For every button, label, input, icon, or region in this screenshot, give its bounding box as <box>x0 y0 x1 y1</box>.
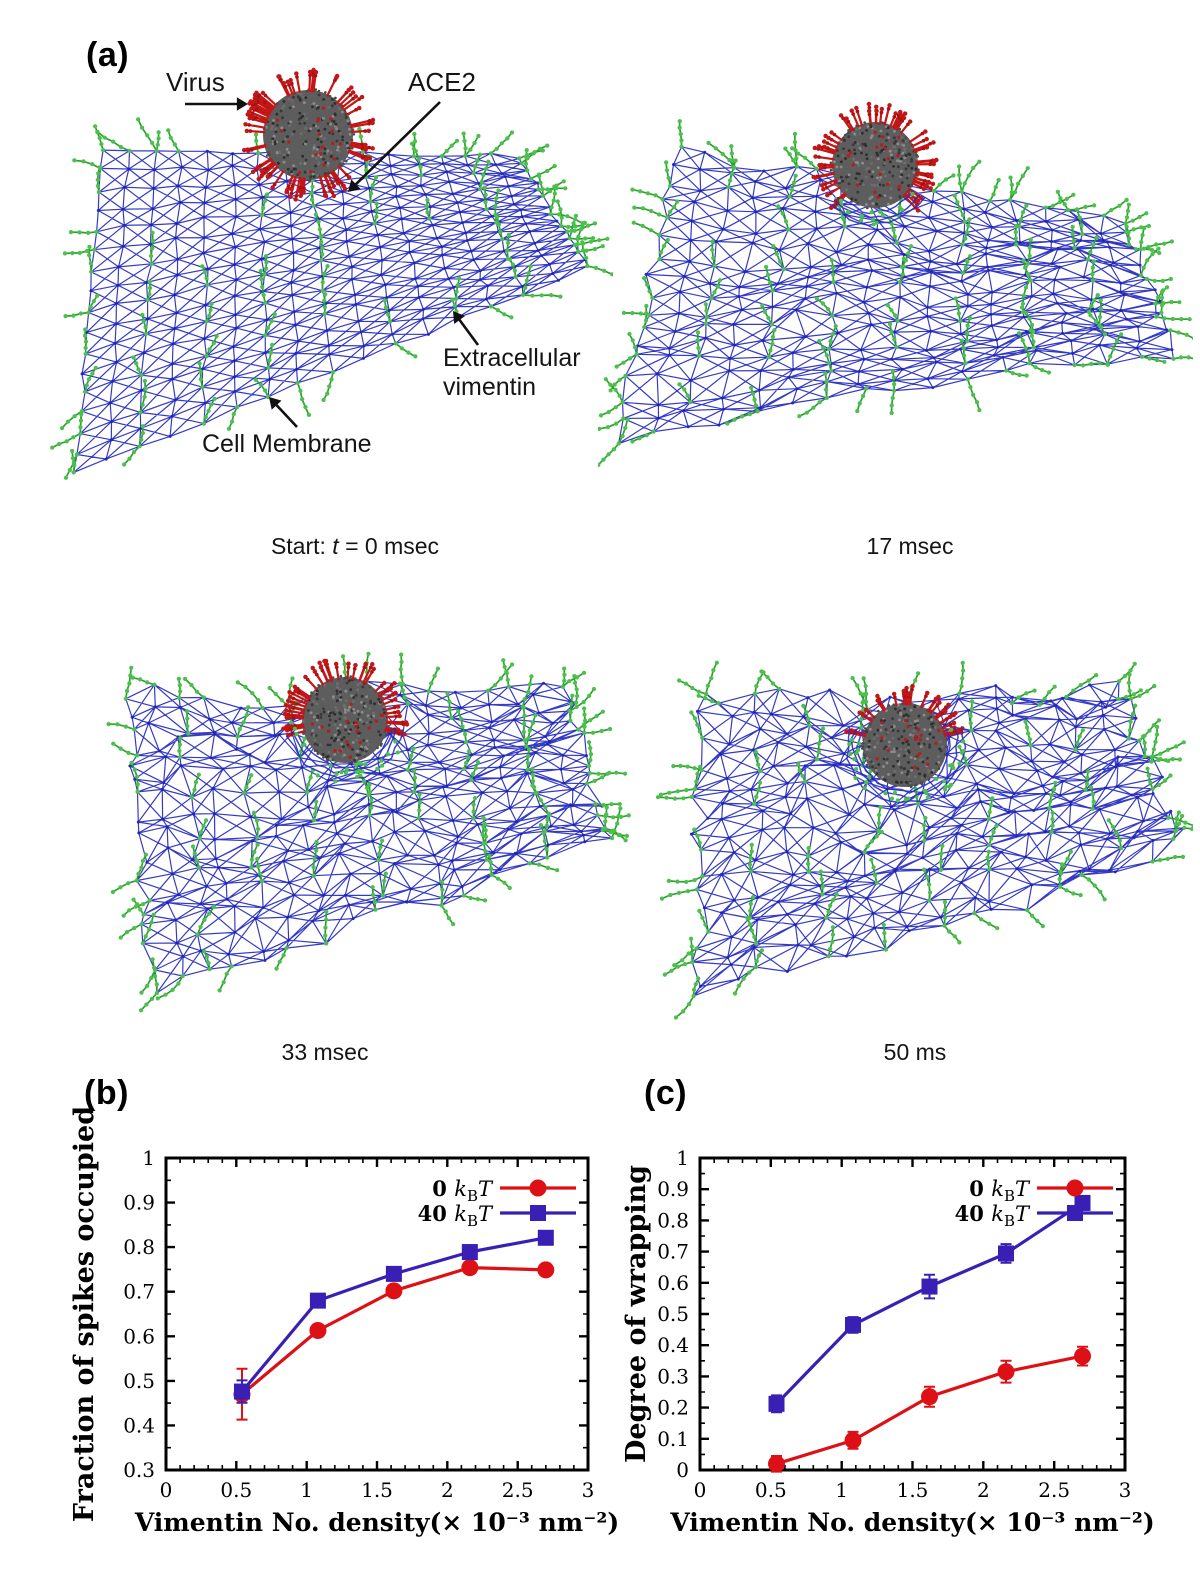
plot-frame <box>698 1156 1127 1472</box>
x-axis-label: Vimentin No. density(× 10⁻³ nm⁻²) <box>134 1508 619 1537</box>
svg-text:2.5: 2.5 <box>1038 1478 1070 1502</box>
svg-text:0.5: 0.5 <box>220 1478 252 1502</box>
tick-labels: 0 0.5 1 1.5 2 2.5 3 0.3 0.4 0.5 0.6 0.7 0.8 0.9 1 <box>123 1146 594 1502</box>
snapshot-caption-33ms: 33 msec <box>281 1039 369 1065</box>
extracellular-vimentin-annotation-label: Extracellular vimentin <box>443 344 581 401</box>
simulation-snapshot-33ms <box>106 651 631 1013</box>
plot-frame <box>164 1156 590 1472</box>
svg-text:3: 3 <box>582 1478 595 1502</box>
series-0-kbt <box>233 1259 555 1421</box>
snapshot-caption-t0: Start: t = 0 msec <box>270 533 440 559</box>
snapshot-caption-50ms: 50 ms <box>883 1039 947 1065</box>
series-0-kbt <box>768 1345 1091 1473</box>
svg-text:0.9: 0.9 <box>123 1191 155 1215</box>
ace2-arrow <box>348 101 441 192</box>
legend-entry-label: 40 kBT <box>955 1201 1031 1230</box>
svg-text:0.5: 0.5 <box>755 1478 787 1502</box>
simulation-snapshot-t0 <box>50 67 613 480</box>
svg-text:0.9: 0.9 <box>657 1177 689 1201</box>
svg-text:2.5: 2.5 <box>502 1478 534 1502</box>
svg-text:0.6: 0.6 <box>123 1324 155 1348</box>
chart-degree-of-wrapping: 0 0.5 1 1.5 2 2.5 3 0 0.1 0.2 0.3 0.4 0.5 0.6 0.7 0.8 0.… <box>621 1146 1155 1537</box>
snapshot-scene <box>655 660 1193 1020</box>
panel-b-label: (b) <box>84 1074 129 1112</box>
svg-text:0.3: 0.3 <box>657 1364 689 1388</box>
simulation-snapshot-50ms <box>655 660 1193 1020</box>
svg-text:1: 1 <box>142 1146 155 1170</box>
svg-text:0.5: 0.5 <box>657 1302 689 1326</box>
svg-text:1: 1 <box>300 1478 313 1502</box>
vimentin-filaments <box>106 651 631 1013</box>
svg-text:0: 0 <box>694 1478 707 1502</box>
membrane-wrap-rim <box>285 726 405 784</box>
vimentin-filaments <box>598 119 1193 467</box>
panel-c-label: (c) <box>644 1074 688 1112</box>
series-40-kbt <box>768 1194 1091 1414</box>
simulation-snapshot-17ms <box>598 101 1193 467</box>
svg-text:0.7: 0.7 <box>657 1240 689 1264</box>
virus-particle <box>281 658 410 764</box>
vimentin-filaments <box>655 660 1193 1020</box>
cell-membrane-annotation-label: Cell Membrane <box>202 430 372 458</box>
svg-text:2: 2 <box>441 1478 454 1502</box>
svg-text:0.4: 0.4 <box>123 1413 155 1437</box>
membrane-mesh <box>689 679 1186 998</box>
svg-text:0.4: 0.4 <box>657 1333 689 1357</box>
svg-text:3: 3 <box>1119 1478 1132 1502</box>
membrane-wrap-rim <box>846 726 967 804</box>
snapshot-scene <box>50 67 613 480</box>
svg-text:0.7: 0.7 <box>123 1280 155 1304</box>
legend-entry-label: 0 kBT <box>969 1176 1031 1205</box>
series-40-kbt <box>233 1229 554 1404</box>
svg-text:1.5: 1.5 <box>897 1478 929 1502</box>
svg-text:0.8: 0.8 <box>657 1208 689 1232</box>
svg-text:0.2: 0.2 <box>657 1396 689 1420</box>
svg-text:0: 0 <box>676 1458 689 1482</box>
svg-text:0.3: 0.3 <box>123 1458 155 1482</box>
svg-text:0.8: 0.8 <box>123 1235 155 1259</box>
virus-arrow <box>185 97 248 111</box>
svg-text:1: 1 <box>835 1478 848 1502</box>
membrane-mesh <box>72 148 589 474</box>
virus-particle <box>844 683 965 789</box>
legend-entry-label: 40 kBT <box>418 1201 494 1230</box>
vimentin-filaments <box>50 117 613 480</box>
extracellular-vimentin-arrow <box>453 311 480 346</box>
x-axis-label: Vimentin No. density(× 10⁻³ nm⁻²) <box>669 1508 1154 1537</box>
legend-entry-label: 0 kBT <box>432 1176 494 1205</box>
snapshot-caption-17ms: 17 msec <box>866 533 954 559</box>
svg-text:0.1: 0.1 <box>657 1427 689 1451</box>
virus-annotation-label: Virus <box>166 67 225 97</box>
svg-text:1: 1 <box>676 1146 689 1170</box>
membrane-wrap-rim <box>829 190 926 227</box>
ace2-annotation-label: ACE2 <box>408 67 476 97</box>
tick-labels: 0 0.5 1 1.5 2 2.5 3 0 0.1 0.2 0.3 0.4 0.5 0.6 0.7 0.8 0.… <box>657 1146 1131 1502</box>
snapshot-scene <box>106 651 631 1013</box>
svg-text:1.5: 1.5 <box>361 1478 393 1502</box>
virus-particle <box>811 101 939 213</box>
virus-particle <box>242 67 376 202</box>
y-axis-label: Fraction of spikes occupied <box>69 1106 100 1522</box>
y-axis-label: Degree of wrapping <box>621 1165 652 1463</box>
panel-a-label: (a) <box>86 36 130 74</box>
chart-fraction-of-spikes-occupied: 0 0.5 1 1.5 2 2.5 3 0.3 0.4 0.5 0.6 0.7 0.8 0.9 1 Vimen… <box>69 1106 619 1537</box>
svg-text:0.6: 0.6 <box>657 1271 689 1295</box>
cell-membrane-arrow <box>269 397 298 428</box>
svg-text:0: 0 <box>160 1478 173 1502</box>
svg-text:2: 2 <box>977 1478 990 1502</box>
svg-text:0.5: 0.5 <box>123 1369 155 1393</box>
snapshot-scene <box>598 101 1193 467</box>
